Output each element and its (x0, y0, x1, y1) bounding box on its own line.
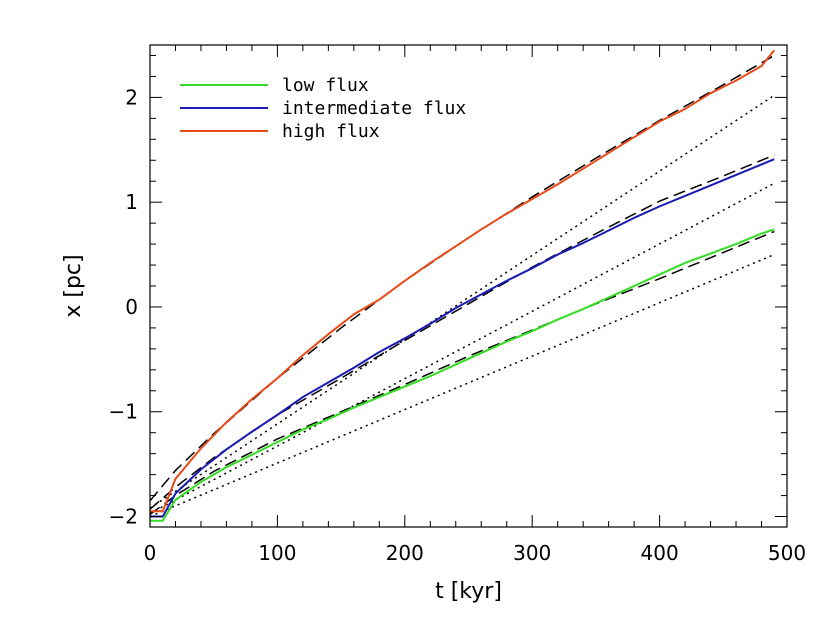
x-tick-label: 400 (641, 541, 679, 565)
x-tick-label: 0 (144, 541, 157, 565)
y-axis-label: x [pc] (61, 254, 86, 317)
y-tick-label: 1 (125, 190, 138, 214)
legend-label-low-flux: low flux (282, 75, 369, 96)
x-tick-label: 500 (768, 541, 806, 565)
y-tick-label: 0 (125, 295, 138, 319)
series-line-low-flux (150, 228, 775, 522)
legend-label-intermediate-flux: intermediate flux (282, 98, 466, 119)
series-group (150, 49, 776, 522)
dashed-reference-line-1 (150, 230, 775, 516)
dotted-reference-line-5 (150, 182, 775, 515)
axes: 0 100 200 300 400 500 −2 −1 0 1 2 t [kyr] x [pc] (61, 44, 806, 604)
y-tick-label: 2 (125, 85, 138, 109)
legend-label-high-flux: high flux (282, 121, 380, 142)
x-tick-label: 100 (258, 541, 296, 565)
dashed-reference-line-2 (150, 154, 775, 510)
x-tick-label: 300 (513, 541, 551, 565)
x-axis-label: t [kyr] (435, 579, 502, 604)
dotted-reference-line-6 (150, 94, 775, 509)
dashed-reference-line-3 (150, 54, 775, 502)
series-line-high-flux (150, 49, 776, 513)
x-tick-label: 200 (386, 541, 424, 565)
y-tick-label: −2 (109, 505, 138, 529)
series-line-intermediate-flux (150, 158, 775, 518)
dotted-reference-line-4 (150, 253, 775, 518)
y-tick-label: −1 (109, 400, 138, 424)
